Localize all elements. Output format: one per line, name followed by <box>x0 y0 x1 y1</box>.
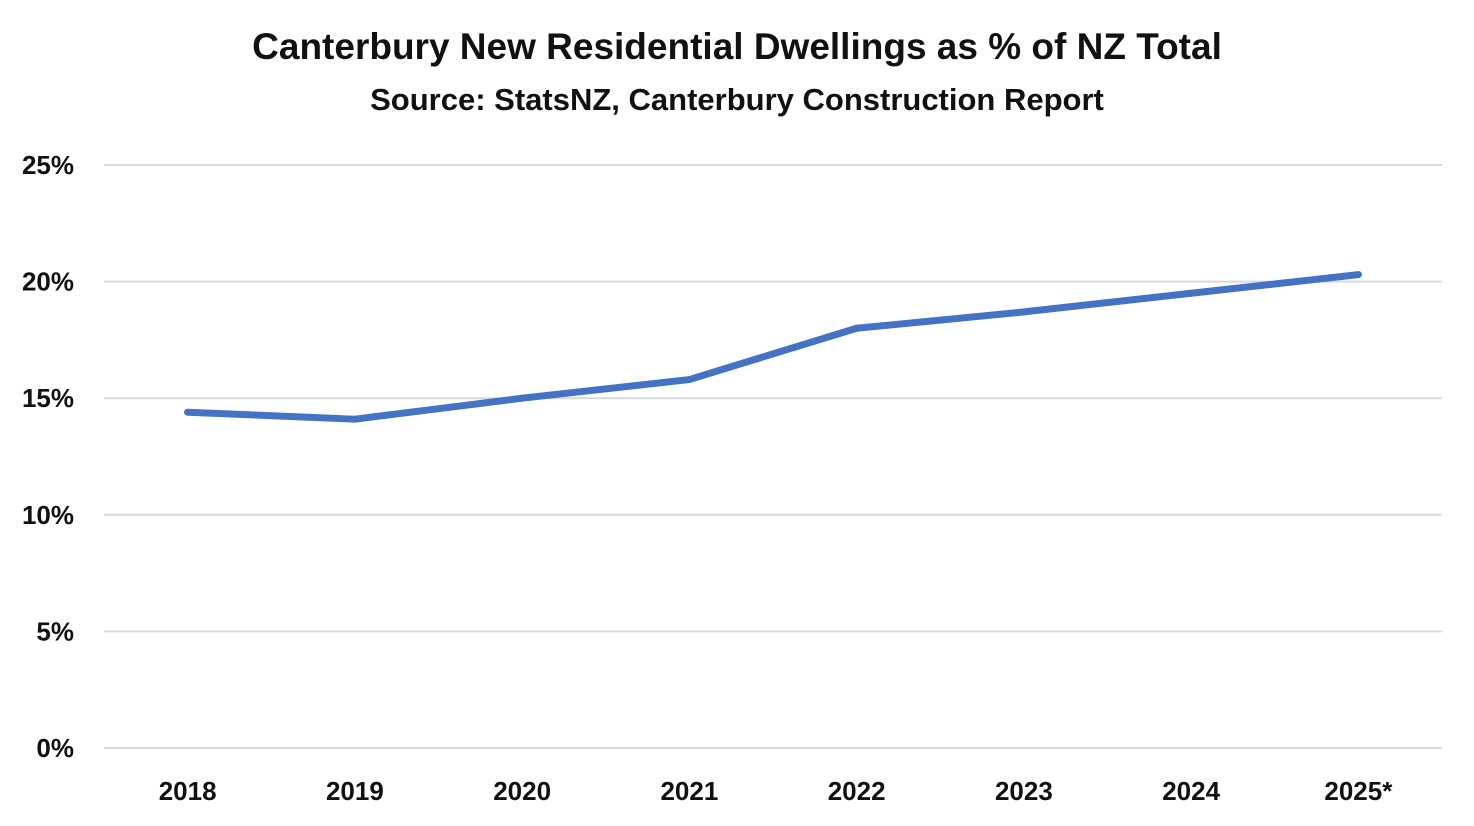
x-tick-label: 2021 <box>660 776 718 806</box>
series-line <box>184 271 1362 423</box>
y-tick-label: 10% <box>22 500 74 530</box>
x-tick-label: 2024 <box>1162 776 1220 806</box>
x-tick-label: 2019 <box>326 776 384 806</box>
chart-title: Canterbury New Residential Dwellings as … <box>252 26 1222 67</box>
data-point-2021 <box>685 376 693 384</box>
x-tick-label: 2020 <box>493 776 551 806</box>
data-point-2022 <box>853 324 861 332</box>
y-tick-label: 20% <box>22 267 74 297</box>
chart-subtitle: Source: StatsNZ, Canterbury Construction… <box>370 82 1104 117</box>
x-tick-label: 2018 <box>159 776 217 806</box>
data-point-2023 <box>1020 308 1028 316</box>
y-tick-label: 5% <box>36 616 74 646</box>
y-tick-label: 15% <box>22 383 74 413</box>
data-point-2024 <box>1187 289 1195 297</box>
data-point-2020 <box>518 394 526 402</box>
data-point-2025* <box>1354 271 1362 279</box>
data-point-2019 <box>351 415 359 423</box>
x-tick-label: 2025* <box>1324 776 1393 806</box>
gridlines <box>104 164 1442 749</box>
x-axis-ticks: 2018 2019 2020 2021 2022 2023 2024 2025* <box>159 776 1394 806</box>
series-layer <box>184 271 1362 423</box>
x-tick-label: 2023 <box>995 776 1053 806</box>
y-tick-label: 0% <box>36 733 74 763</box>
y-axis-ticks: 0% 5% 10% 15% 20% 25% <box>22 150 74 763</box>
x-tick-label: 2022 <box>828 776 886 806</box>
data-point-2018 <box>184 408 192 416</box>
y-tick-label: 25% <box>22 150 74 180</box>
